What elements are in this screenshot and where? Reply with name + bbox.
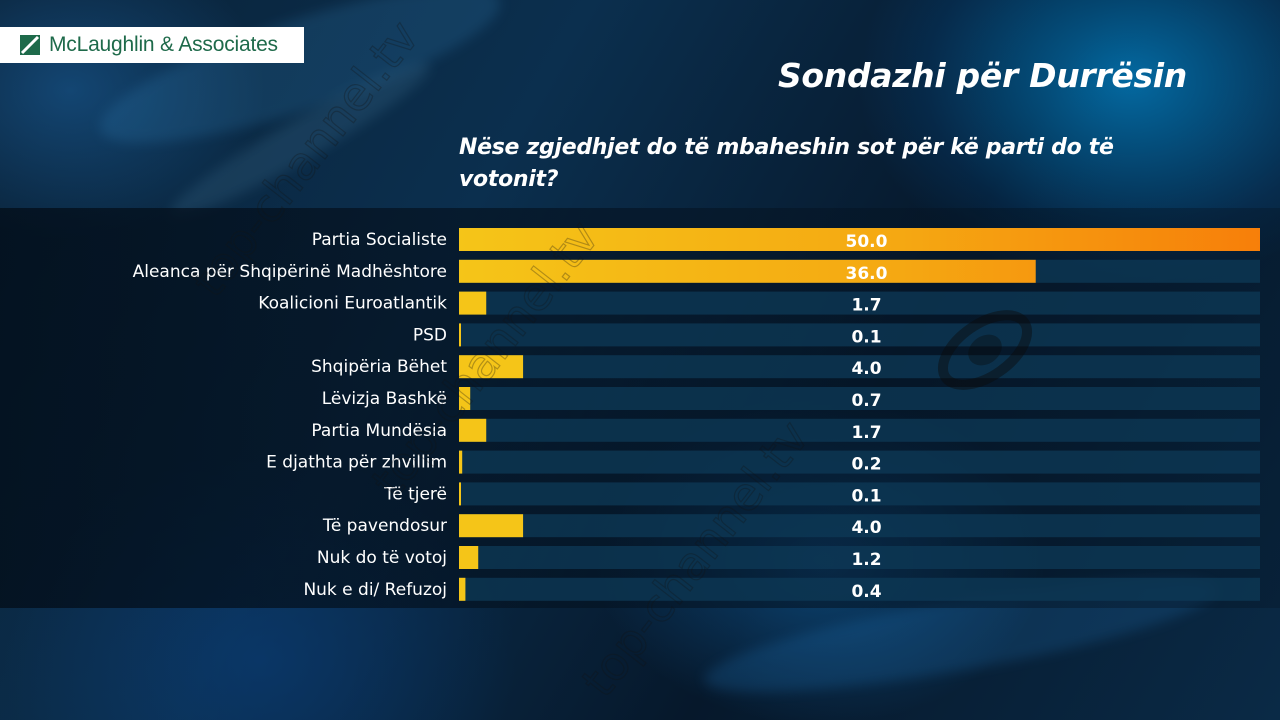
bar-tracks xyxy=(459,228,1260,601)
value-labels: 50.0 36.0 1.7 0.1 4.0 0.7 1.7 0.2 0.1 4.0 1.2 0.4 xyxy=(846,232,888,602)
value-label: 1.7 xyxy=(851,296,881,316)
bar-track xyxy=(459,291,1260,315)
bar-track xyxy=(459,387,1260,410)
bar xyxy=(459,291,487,315)
category-label: Të pavendosur xyxy=(322,516,447,536)
bar xyxy=(459,418,487,442)
bar-track xyxy=(459,450,1260,474)
page-title: Sondazhi për Durrësin xyxy=(777,56,1187,95)
value-label: 0.4 xyxy=(851,582,881,602)
bar xyxy=(459,387,471,410)
value-label: 1.7 xyxy=(851,423,881,443)
category-label: PSD xyxy=(413,325,447,345)
bar xyxy=(459,355,524,379)
value-label: 0.2 xyxy=(851,455,881,475)
value-label: 4.0 xyxy=(851,518,881,538)
bar-track xyxy=(459,514,1260,538)
value-label: 50.0 xyxy=(846,232,888,252)
category-labels: Partia Socialiste Aleanca për Shqipërinë … xyxy=(133,230,448,600)
logo-text: McLaughlin & Associates xyxy=(49,33,278,56)
bar xyxy=(459,323,461,347)
bar-track xyxy=(459,355,1260,379)
category-label: Nuk e di/ Refuzoj xyxy=(303,580,447,600)
value-label: 36.0 xyxy=(846,264,888,284)
category-label: Aleanca për Shqipërinë Madhështore xyxy=(133,262,447,282)
category-label: Lëvizja Bashkë xyxy=(322,389,447,409)
logo: McLaughlin & Associates xyxy=(0,27,304,63)
logo-mark-icon xyxy=(20,35,40,55)
bar-track xyxy=(459,482,1260,506)
value-label: 1.2 xyxy=(851,550,881,570)
bar xyxy=(459,228,1260,251)
bar-track xyxy=(459,546,1260,569)
bar-track xyxy=(459,577,1260,601)
bar xyxy=(459,482,461,506)
survey-question: Nëse zgjedhjet do të mbaheshin sot për k… xyxy=(459,135,1114,192)
category-label: Nuk do të votoj xyxy=(317,548,447,568)
bar xyxy=(459,577,466,601)
value-label: 0.7 xyxy=(851,391,881,411)
bar xyxy=(459,259,1036,283)
category-label: Partia Socialiste xyxy=(312,230,447,250)
category-label: Koalicioni Euroatlantik xyxy=(258,294,447,314)
category-label: Partia Mundësia xyxy=(311,421,447,441)
category-label: Të tjerë xyxy=(383,484,447,504)
bar-track xyxy=(459,323,1260,347)
category-label: E djathta për zhvillim xyxy=(266,453,447,473)
value-label: 0.1 xyxy=(851,327,881,347)
bars xyxy=(459,228,1260,601)
bar-track xyxy=(459,418,1260,442)
bar xyxy=(459,546,479,569)
bar xyxy=(459,450,463,474)
value-label: 4.0 xyxy=(851,359,881,379)
value-label: 0.1 xyxy=(851,486,881,506)
category-label: Shqipëria Bëhet xyxy=(311,357,447,377)
bar xyxy=(459,514,524,538)
